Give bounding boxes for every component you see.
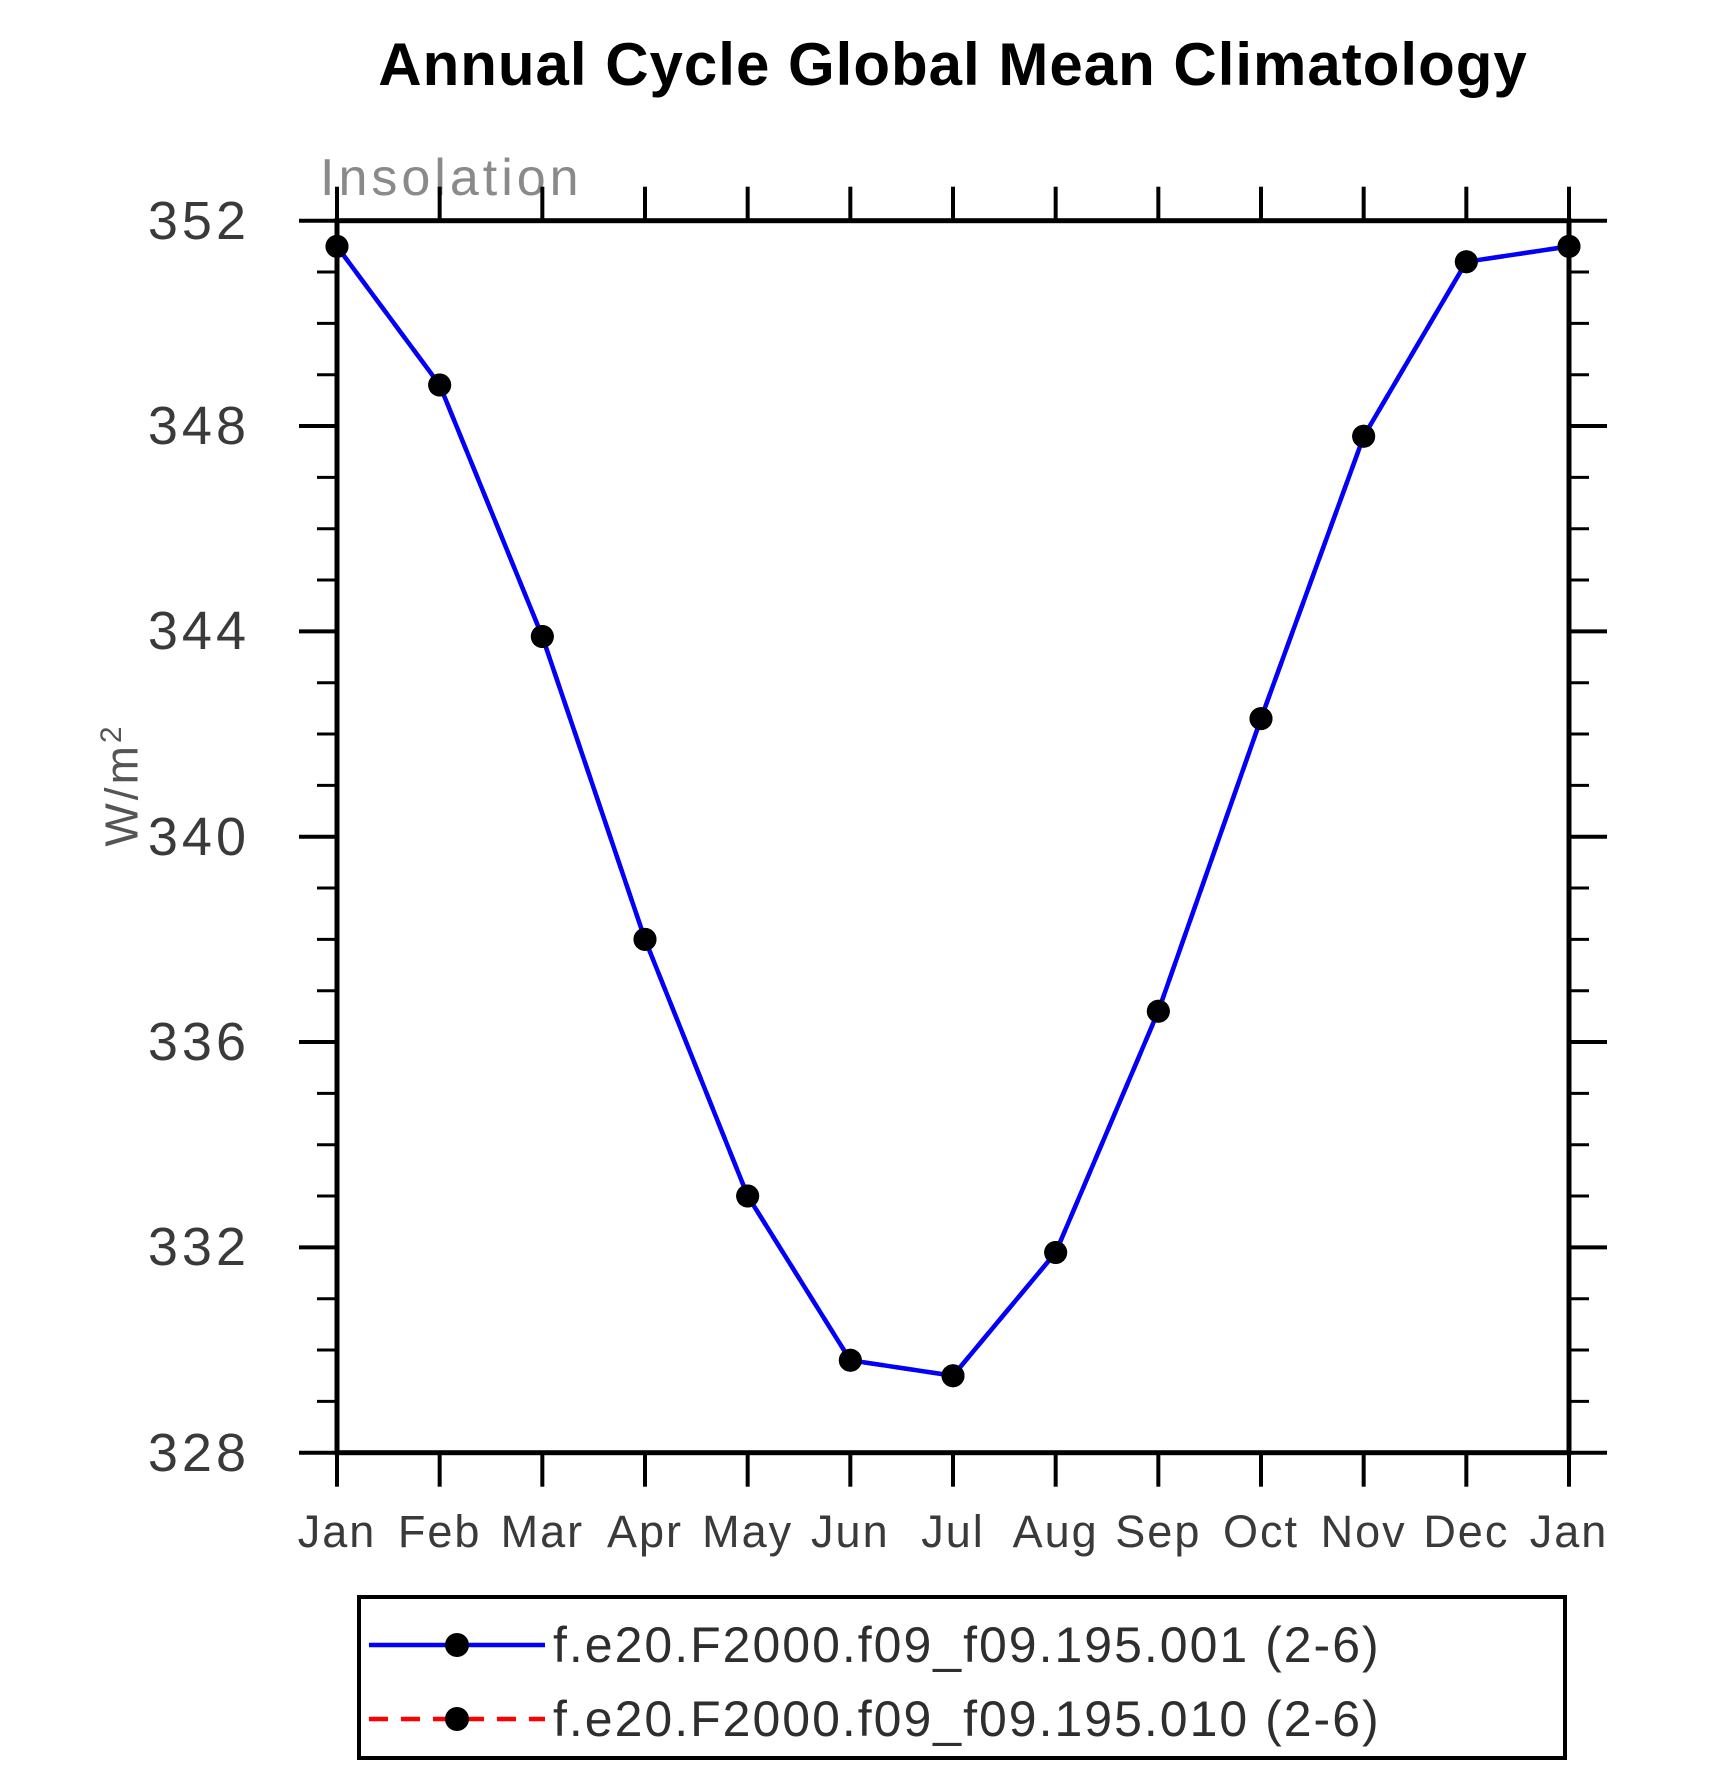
legend-marker-icon	[445, 1633, 469, 1657]
y-tick-label: 328	[147, 1422, 250, 1483]
data-point-marker	[1249, 707, 1273, 731]
data-point-marker	[633, 927, 657, 951]
legend-label: f.e20.F2000.f09_f09.195.010 (2-6)	[553, 1691, 1381, 1747]
x-tick-label: Sep	[1115, 1506, 1202, 1557]
x-tick-label: Mar	[500, 1506, 585, 1557]
data-point-marker	[1557, 234, 1581, 258]
data-point-marker	[941, 1364, 965, 1388]
x-tick-label: Nov	[1320, 1506, 1407, 1557]
x-tick-label: Jul	[921, 1506, 985, 1557]
legend-entry: f.e20.F2000.f09_f09.195.001 (2-6)	[367, 1615, 1381, 1675]
y-tick-label: 344	[147, 601, 250, 662]
left-axis-string: Insolation	[320, 149, 583, 207]
chart-title: Annual Cycle Global Mean Climatology	[378, 31, 1528, 98]
data-point-marker	[1454, 250, 1478, 274]
series-line-001	[335, 244, 1570, 1379]
y-tick-label: 352	[147, 190, 250, 251]
x-tick-label: Dec	[1423, 1506, 1510, 1557]
y-tick-label: 340	[147, 806, 250, 867]
y-tick-label: 332	[147, 1217, 250, 1278]
legend-label: f.e20.F2000.f09_f09.195.001 (2-6)	[553, 1617, 1381, 1673]
x-tick-label: Jan	[1529, 1506, 1609, 1557]
x-tick-label: May	[702, 1506, 794, 1557]
data-point-marker	[838, 1348, 862, 1372]
x-tick-label: Feb	[397, 1506, 482, 1557]
x-tick-label: Apr	[606, 1506, 684, 1557]
series-line-010	[335, 244, 1570, 1379]
legend-marker-icon	[445, 1707, 469, 1731]
data-point-marker	[1146, 999, 1170, 1023]
legend-line-sample	[369, 1633, 545, 1657]
y-tick-label: 336	[147, 1012, 250, 1073]
data-point-marker	[736, 1184, 760, 1208]
x-tick-label: Oct	[1222, 1506, 1299, 1557]
legend-line-sample	[369, 1707, 545, 1731]
data-point-marker	[1044, 1241, 1068, 1264]
data-point-marker	[1352, 424, 1376, 448]
x-tick-label: Jun	[811, 1506, 890, 1557]
data-point-marker	[325, 234, 349, 258]
legend-entry: f.e20.F2000.f09_f09.195.010 (2-6)	[367, 1689, 1381, 1749]
x-tick-label: Aug	[1012, 1506, 1099, 1557]
x-tick-label: Jan	[297, 1506, 377, 1557]
data-point-marker	[428, 373, 452, 397]
legend: f.e20.F2000.f09_f09.195.001 (2-6) f.e20.F…	[357, 1595, 1567, 1760]
y-tick-label: 348	[147, 396, 250, 457]
data-point-marker	[530, 625, 554, 648]
